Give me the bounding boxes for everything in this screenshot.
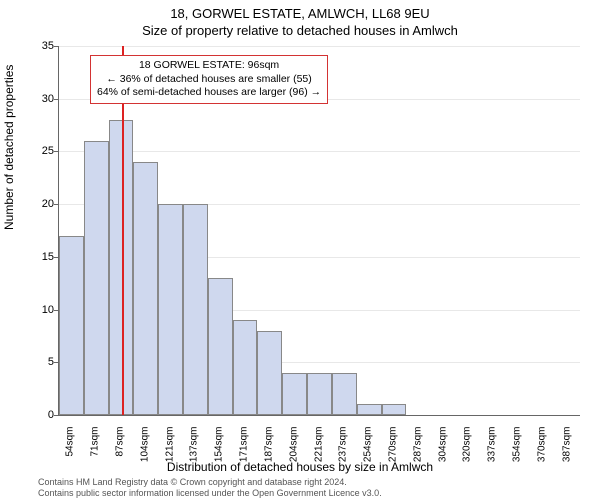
footnote: Contains HM Land Registry data © Crown c… — [38, 477, 382, 498]
histogram-bar — [332, 373, 357, 415]
histogram-bar — [382, 404, 407, 415]
y-tick-label: 0 — [24, 409, 54, 421]
y-tick-label: 25 — [24, 145, 54, 157]
y-tick-label: 15 — [24, 251, 54, 263]
footnote-line2: Contains public sector information licen… — [38, 488, 382, 498]
x-tick-label: 204sqm — [288, 427, 299, 467]
x-tick-label: 137sqm — [189, 427, 200, 467]
x-tick-label: 254sqm — [363, 427, 374, 467]
histogram-bar — [307, 373, 332, 415]
y-tick-label: 35 — [24, 40, 54, 52]
y-tick-mark — [54, 257, 58, 258]
histogram-bar — [133, 162, 158, 415]
histogram-bar — [183, 204, 208, 415]
x-tick-label: 270sqm — [387, 427, 398, 467]
histogram-bar — [257, 331, 282, 415]
x-tick-label: 87sqm — [115, 427, 126, 467]
x-tick-label: 154sqm — [214, 427, 225, 467]
histogram-bar — [357, 404, 382, 415]
y-tick-mark — [54, 204, 58, 205]
y-tick-mark — [54, 99, 58, 100]
annotation-line3: 64% of semi-detached houses are larger (… — [97, 86, 321, 100]
x-tick-label: 187sqm — [263, 427, 274, 467]
x-tick-label: 121sqm — [164, 427, 175, 467]
x-tick-label: 221sqm — [313, 427, 324, 467]
histogram-bar — [208, 278, 233, 415]
y-tick-label: 5 — [24, 356, 54, 368]
histogram-bar — [109, 120, 134, 415]
x-tick-label: 354sqm — [511, 427, 522, 467]
x-tick-label: 287sqm — [412, 427, 423, 467]
x-tick-label: 104sqm — [139, 427, 150, 467]
histogram-bar — [158, 204, 183, 415]
x-tick-label: 171sqm — [239, 427, 250, 467]
histogram-bar — [59, 236, 84, 415]
gridline — [59, 151, 580, 152]
y-tick-mark — [54, 151, 58, 152]
x-tick-label: 320sqm — [462, 427, 473, 467]
x-tick-label: 237sqm — [338, 427, 349, 467]
histogram-bar — [282, 373, 307, 415]
y-tick-mark — [54, 310, 58, 311]
annotation-line1: 18 GORWEL ESTATE: 96sqm — [97, 59, 321, 73]
page-subtitle: Size of property relative to detached ho… — [0, 21, 600, 38]
y-tick-label: 10 — [24, 304, 54, 316]
x-tick-label: 71sqm — [90, 427, 101, 467]
footnote-line1: Contains HM Land Registry data © Crown c… — [38, 477, 382, 487]
y-tick-label: 20 — [24, 198, 54, 210]
x-tick-label: 337sqm — [487, 427, 498, 467]
annotation-callout: 18 GORWEL ESTATE: 96sqm ← 36% of detache… — [90, 55, 328, 104]
x-tick-label: 54sqm — [65, 427, 76, 467]
y-tick-mark — [54, 362, 58, 363]
annotation-line2: ← 36% of detached houses are smaller (55… — [97, 73, 321, 87]
x-tick-label: 370sqm — [536, 427, 547, 467]
page-title-address: 18, GORWEL ESTATE, AMLWCH, LL68 9EU — [0, 0, 600, 21]
histogram-bar — [233, 320, 258, 415]
histogram-bar — [84, 141, 109, 415]
x-tick-label: 304sqm — [437, 427, 448, 467]
gridline — [59, 46, 580, 47]
y-tick-mark — [54, 415, 58, 416]
y-axis-label: Number of detached properties — [2, 65, 16, 230]
x-tick-label: 387sqm — [561, 427, 572, 467]
y-tick-mark — [54, 46, 58, 47]
y-tick-label: 30 — [24, 93, 54, 105]
